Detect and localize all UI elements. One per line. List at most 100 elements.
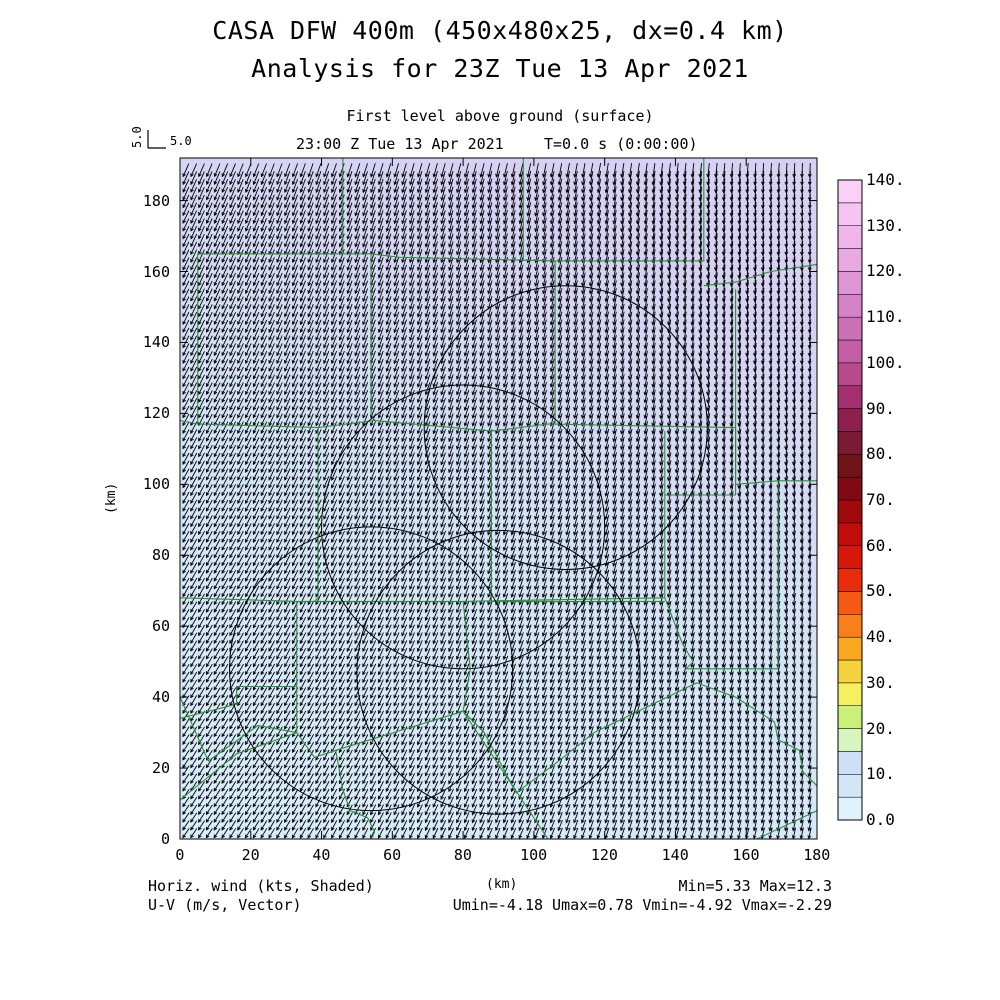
wind-vector — [299, 178, 306, 193]
wind-vector — [487, 209, 493, 225]
wind-vector — [573, 256, 578, 272]
wind-vector — [416, 241, 423, 256]
wind-vector — [198, 272, 205, 287]
wind-vector — [495, 335, 501, 349]
wind-vector — [604, 350, 610, 365]
wind-vector — [518, 170, 524, 186]
wind-vector — [471, 241, 477, 256]
wind-vector — [205, 249, 213, 263]
wind-vector — [573, 358, 578, 373]
wind-vector — [588, 350, 594, 365]
wind-vector — [276, 296, 283, 310]
wind-vector — [330, 350, 338, 365]
wind-vector — [338, 210, 345, 225]
wind-vector — [409, 202, 415, 217]
wind-vector — [182, 312, 190, 326]
wind-vector — [463, 311, 470, 326]
wind-vector — [393, 327, 400, 341]
wind-vector — [338, 319, 345, 334]
wind-vector — [424, 311, 431, 326]
wind-vector — [596, 342, 602, 357]
wind-vector — [487, 342, 493, 357]
wind-vector — [307, 194, 314, 209]
wind-vector — [401, 350, 408, 365]
wind-vector — [362, 350, 369, 365]
wind-vector — [229, 163, 236, 178]
wind-vector — [260, 257, 268, 271]
wind-vector — [182, 171, 190, 186]
wind-vector — [432, 288, 439, 303]
wind-vector — [549, 264, 555, 279]
wind-vector — [549, 295, 555, 311]
wind-vector — [448, 280, 454, 295]
wind-vector — [190, 249, 198, 263]
wind-vector — [518, 186, 524, 202]
wind-vector — [315, 304, 322, 318]
wind-vector — [440, 186, 446, 201]
wind-vector — [362, 225, 369, 240]
wind-vector — [424, 343, 431, 357]
wind-vector — [799, 202, 804, 217]
wind-vector — [377, 272, 384, 287]
wind-vector — [432, 256, 438, 272]
wind-vector — [440, 342, 446, 357]
wind-vector — [526, 335, 532, 349]
wind-vector — [596, 256, 602, 272]
wind-vector — [205, 327, 213, 341]
wind-vector — [198, 257, 205, 271]
wind-vector — [362, 163, 368, 178]
wind-vector — [260, 351, 268, 365]
wind-vector — [260, 233, 268, 248]
wind-vector — [323, 343, 330, 357]
wind-vector — [495, 225, 501, 240]
wind-vector — [541, 194, 547, 209]
wind-vector — [213, 194, 221, 209]
wind-vector — [323, 241, 330, 256]
wind-vector — [370, 233, 376, 248]
wind-vector — [487, 311, 493, 326]
wind-vector — [581, 210, 586, 225]
wind-vector — [385, 358, 392, 373]
wind-vector — [252, 194, 260, 209]
wind-vector — [807, 248, 812, 264]
wind-vector — [252, 225, 260, 240]
wind-vector — [471, 249, 477, 264]
wind-vector — [565, 264, 571, 279]
wind-vector — [338, 202, 345, 217]
wind-vector — [244, 296, 252, 310]
wind-vector — [612, 335, 617, 350]
wind-vector — [362, 194, 369, 209]
wind-vector — [221, 210, 229, 224]
wind-vector — [455, 288, 462, 303]
wind-vector — [182, 366, 190, 380]
wind-vector — [541, 241, 547, 256]
wind-vector — [315, 171, 322, 186]
wind-vector — [190, 226, 198, 240]
wind-vector — [510, 264, 516, 279]
wind-vector — [229, 257, 236, 271]
wind-vector — [807, 241, 812, 256]
wind-vector — [479, 186, 485, 201]
wind-vector — [401, 272, 407, 287]
wind-vector — [409, 303, 415, 318]
wind-vector — [385, 296, 392, 310]
wind-vector — [565, 241, 571, 256]
wind-vector — [323, 225, 330, 240]
wind-vector — [401, 170, 407, 186]
wind-vector — [213, 218, 221, 232]
wind-vector — [299, 202, 306, 217]
wind-vector — [487, 225, 493, 240]
wind-vector — [565, 225, 571, 241]
wind-vector — [596, 311, 602, 326]
wind-vector — [463, 342, 470, 357]
wind-vector — [244, 366, 252, 380]
wind-vector — [198, 265, 205, 279]
wind-vector — [440, 233, 446, 248]
wind-vector — [315, 194, 322, 209]
wind-vector — [252, 257, 260, 271]
wind-vector — [440, 210, 446, 225]
wind-vector — [784, 202, 789, 217]
wind-vector — [542, 178, 547, 194]
wind-vector — [401, 241, 407, 256]
wind-vector — [268, 304, 275, 318]
